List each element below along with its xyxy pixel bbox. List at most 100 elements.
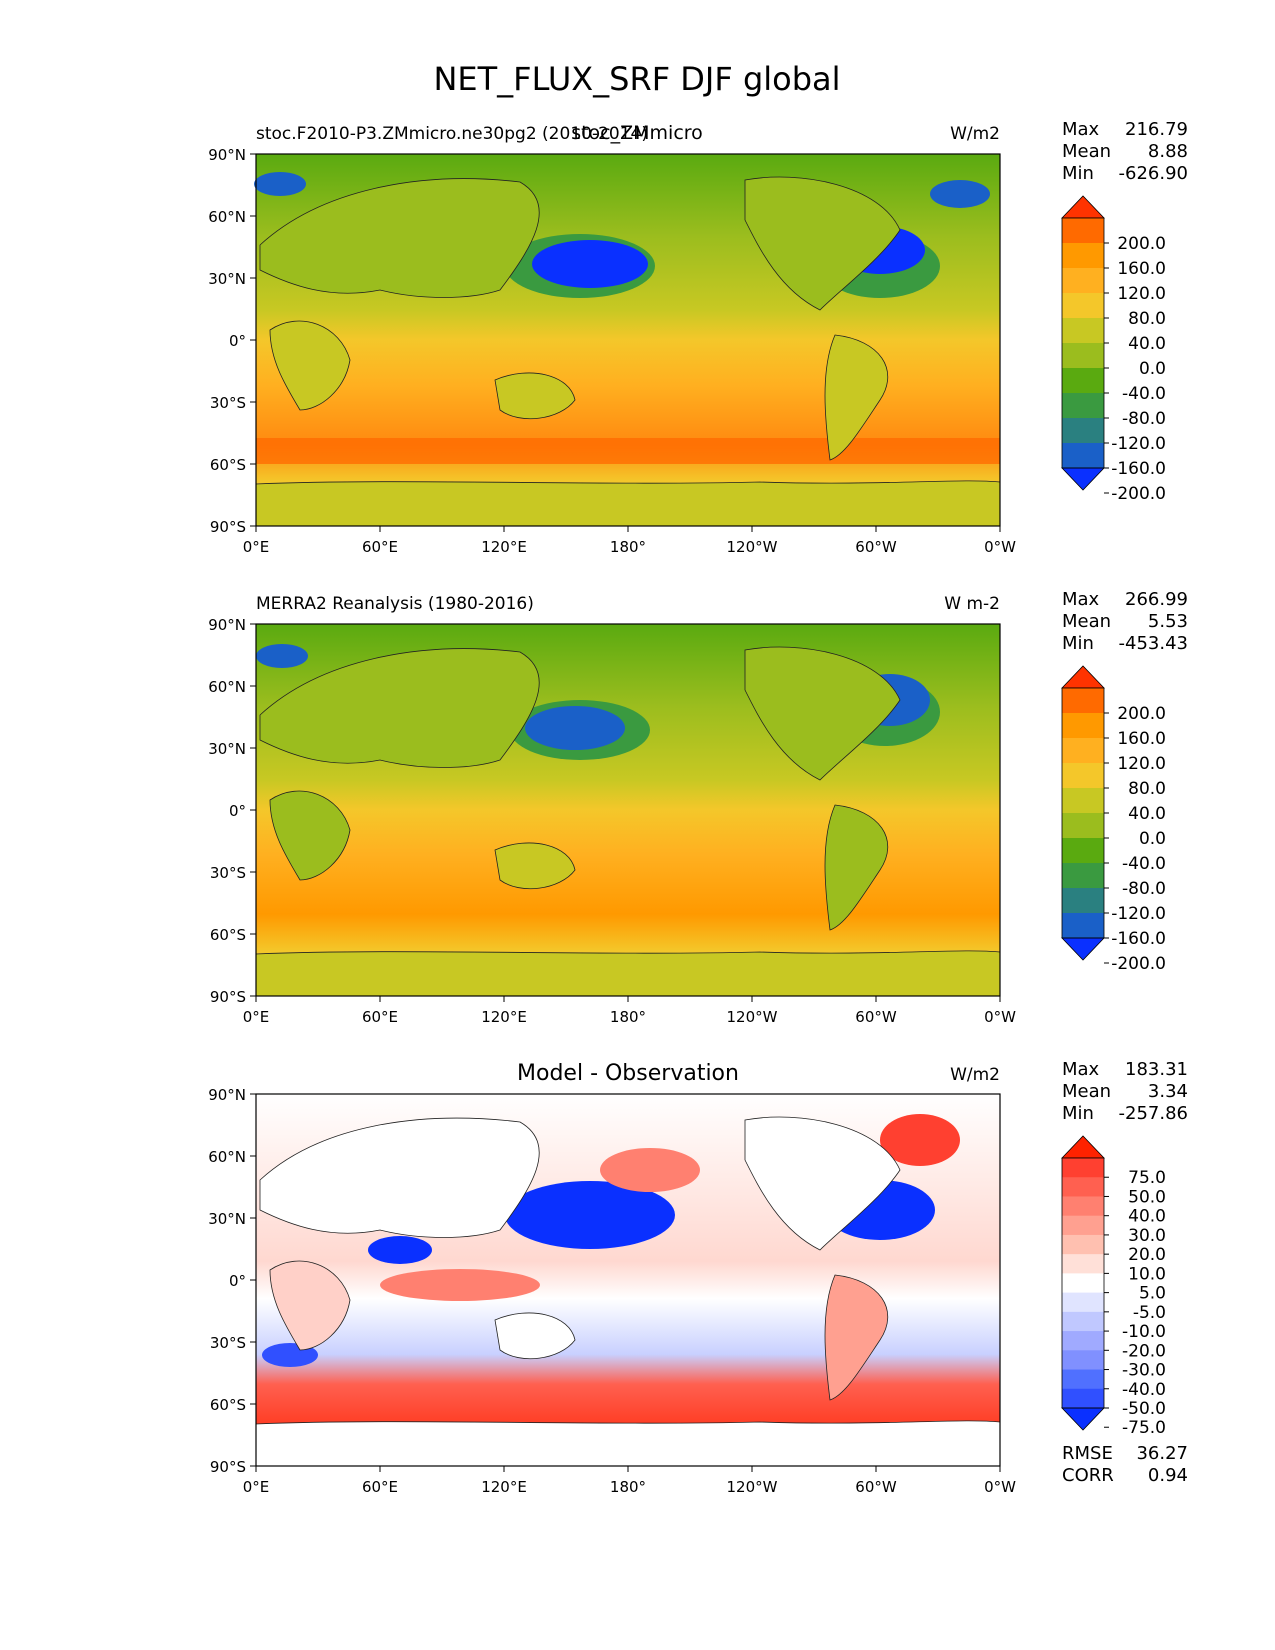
panel-difference-stats: Max 183.31 Mean 3.34 Min -257.86 RMSE 36… [1062, 1059, 1188, 1486]
colorbar-segment [1062, 243, 1104, 269]
lon-tick-label: 180° [610, 1008, 646, 1026]
colorbar-segment [1062, 738, 1104, 764]
colorbar-tick-label: 20.0 [1128, 1245, 1166, 1265]
lon-tick-label: 60°W [855, 1008, 897, 1026]
stat-min-value: -257.86 [1119, 1103, 1188, 1124]
stat-rmse-label: RMSE [1062, 1443, 1113, 1464]
lon-tick-label: 120°E [481, 1008, 527, 1026]
colorbar-tick-label: -160.0 [1111, 459, 1166, 479]
lon-tick-label: 0°E [243, 538, 270, 556]
lat-tick-label: 90°S [210, 518, 246, 536]
panel-difference-title: Model - Observation [517, 1061, 739, 1086]
figure-title: NET_FLUX_SRF DJF global [433, 60, 840, 98]
panel-observation-colorbar: 200.0 160.0 120.0 80.0 40.0 0.0 -40.0 -80.0 -120… [1061, 665, 1166, 974]
panel-model-map [254, 154, 1001, 527]
panel-model-overlay-label: stoc_ZMmicro [571, 122, 703, 144]
colorbar-segment [1062, 443, 1104, 469]
colorbar-tick-label: -10.0 [1122, 1322, 1166, 1342]
colorbar-tick-label: -5.0 [1133, 1303, 1166, 1323]
colorbar-segment [1062, 838, 1104, 864]
colorbar-segment [1062, 1369, 1104, 1390]
stat-mean-label: Mean [1062, 141, 1111, 162]
lat-tick-label: 30°S [210, 394, 246, 412]
lon-tick-label: 0°E [243, 1008, 270, 1026]
colorbar-tick-label: -200.0 [1111, 954, 1166, 974]
colorbar-tick-label: 30.0 [1128, 1226, 1166, 1246]
lat-tick-label: 90°N [208, 616, 246, 634]
colorbar-tick-label: 10.0 [1128, 1264, 1166, 1284]
lon-tick-label: 180° [610, 538, 646, 556]
stat-mean-label: Mean [1062, 611, 1111, 632]
colorbar-tick-label: -120.0 [1111, 434, 1166, 454]
lon-tick-label: 120°W [727, 538, 778, 556]
colorbar-segment [1062, 318, 1104, 344]
colorbar-segment [1062, 343, 1104, 369]
stat-min-label: Min [1062, 633, 1094, 654]
colorbar-tick-label: -50.0 [1122, 1399, 1166, 1419]
stat-max-value: 216.79 [1125, 119, 1188, 140]
colorbar-segment [1062, 1177, 1104, 1197]
colorbar-tick-label: 40.0 [1128, 804, 1166, 824]
panel-model: stoc.F2010-P3.ZMmicro.ne30pg2 (2010-2014… [208, 119, 1188, 556]
colorbar-tick-label: 120.0 [1117, 284, 1166, 304]
colorbar-segment [1062, 268, 1104, 294]
colorbar-tick-label: 75.0 [1128, 1168, 1166, 1188]
colorbar-tick-label: 80.0 [1128, 309, 1166, 329]
stat-max-value: 183.31 [1125, 1059, 1188, 1080]
colorbar-segment [1062, 913, 1104, 939]
panel-observation: MERRA2 Reanalysis (1980-2016) W m-2 90°N… [208, 589, 1188, 1026]
lat-tick-label: 60°S [210, 1396, 246, 1414]
colorbar-segment [1062, 1388, 1104, 1409]
colorbar-extend-min [1061, 1407, 1105, 1431]
lon-tick-label: 0°W [984, 1478, 1016, 1496]
panel-difference-units: W/m2 [950, 1065, 1000, 1085]
colorbar-segment [1062, 393, 1104, 419]
colorbar-extend-max [1061, 665, 1105, 689]
panel-model-lon-ticks: 0°E 60°E 120°E 180° 120°W 60°W 0°W [243, 526, 1016, 556]
colorbar-segment [1062, 1158, 1104, 1178]
colorbar-tick-label: 120.0 [1117, 754, 1166, 774]
panel-difference-colorbar: 75.050.040.030.020.010.05.0-5.0-10.0-20.… [1061, 1135, 1166, 1438]
stat-mean-value: 5.53 [1148, 611, 1188, 632]
colorbar-segment [1062, 218, 1104, 244]
panel-observation-units: W m-2 [944, 594, 1000, 614]
colorbar-tick-label: -40.0 [1122, 854, 1166, 874]
lon-tick-label: 60°E [362, 1478, 398, 1496]
lon-tick-label: 60°E [362, 1008, 398, 1026]
lat-tick-label: 60°N [208, 208, 246, 226]
lon-tick-label: 180° [610, 1478, 646, 1496]
lat-tick-label: 0° [229, 802, 246, 820]
lon-tick-label: 120°E [481, 1478, 527, 1496]
lat-tick-label: 60°S [210, 456, 246, 474]
panel-model-colorbar: 200.0 160.0 120.0 80.0 40.0 0.0 -40.0 -80.0 -120… [1061, 195, 1166, 504]
panel-observation-lon-ticks: 0°E 60°E 120°E 180° 120°W 60°W 0°W [243, 996, 1016, 1026]
panel-observation-stats: Max 266.99 Mean 5.53 Min -453.43 [1062, 589, 1188, 654]
stat-rmse-value: 36.27 [1136, 1443, 1188, 1464]
colorbar-segment [1062, 368, 1104, 394]
colorbar-tick-label: 40.0 [1128, 1207, 1166, 1227]
lon-tick-label: 120°E [481, 538, 527, 556]
lon-tick-label: 0°W [984, 1008, 1016, 1026]
colorbar-tick-label: -160.0 [1111, 929, 1166, 949]
colorbar-segment [1062, 1273, 1104, 1294]
colorbar-segment [1062, 813, 1104, 839]
colorbar-tick-label: 80.0 [1128, 779, 1166, 799]
colorbar-tick-label: -20.0 [1122, 1341, 1166, 1361]
stat-max-label: Max [1062, 119, 1100, 140]
colorbar-segment [1062, 888, 1104, 914]
lon-tick-label: 120°W [727, 1008, 778, 1026]
panel-model-lat-ticks: 90°N 60°N 30°N 0° 30°S 60°S 90°S [208, 146, 256, 536]
lat-tick-label: 90°S [210, 988, 246, 1006]
colorbar-extend-max [1061, 195, 1105, 219]
lon-tick-label: 0°W [984, 538, 1016, 556]
colorbar-outline [1061, 1157, 1105, 1409]
colorbar-segment [1062, 688, 1104, 714]
panel-model-left-label: stoc.F2010-P3.ZMmicro.ne30pg2 (2010-2014… [256, 124, 648, 144]
stat-min-label: Min [1062, 163, 1094, 184]
colorbar-segment [1062, 1331, 1104, 1351]
colorbar-tick-label: -200.0 [1111, 484, 1166, 504]
lat-tick-label: 90°S [210, 1458, 246, 1476]
lon-tick-label: 0°E [243, 1478, 270, 1496]
colorbar-extend-min [1061, 467, 1105, 491]
stat-mean-label: Mean [1062, 1081, 1111, 1102]
